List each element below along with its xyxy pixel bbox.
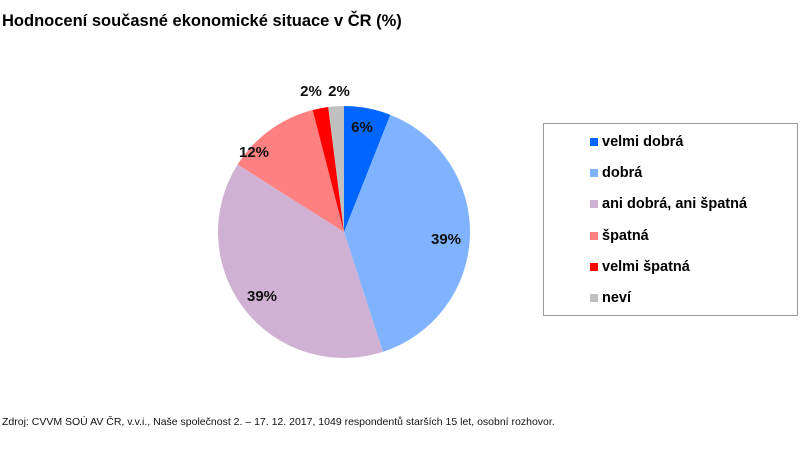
slice-value-label: 39% [431, 231, 461, 248]
legend-item-ani-dobra-ani-spatna: ani dobrá, ani špatná [590, 196, 747, 212]
legend-item-velmi-dobra: velmi dobrá [590, 134, 683, 150]
legend-item-spatna: špatná [590, 228, 649, 244]
legend-label: špatná [602, 228, 649, 244]
pie-slice-velmi-patn- [312, 106, 344, 232]
chart-legend: velmi dobrá dobrá ani dobrá, ani špatná … [543, 123, 798, 316]
pie-slice-ani-dobr-ani-patn- [218, 164, 383, 359]
slice-value-label: 12% [239, 144, 269, 161]
pie-slice-dobr- [344, 114, 471, 352]
slice-value-label: 6% [351, 119, 373, 136]
slice-value-label: 2% [300, 83, 322, 100]
chart-title: Hodnocení současné ekonomické situace v … [2, 12, 402, 30]
legend-label: velmi dobrá [602, 134, 684, 150]
legend-swatch [590, 200, 598, 208]
legend-label: neví [602, 290, 632, 306]
source-note: Zdroj: CVVM SOÚ AV ČR, v.v.i., Naše spol… [2, 416, 555, 428]
legend-item-dobra: dobrá [590, 165, 642, 181]
pie-slice--patn- [237, 109, 344, 232]
legend-swatch [590, 294, 598, 302]
legend-label: velmi špatná [602, 259, 690, 275]
legend-label: ani dobrá, ani špatná [602, 196, 748, 212]
legend-swatch [590, 138, 598, 146]
pie-slice-velmi-dobr- [344, 106, 391, 232]
legend-swatch [590, 169, 598, 177]
pie-slice-nev- [328, 106, 344, 232]
legend-swatch [590, 232, 598, 240]
slice-value-label: 39% [247, 288, 277, 305]
legend-item-velmi-spatna: velmi špatná [590, 259, 690, 275]
legend-swatch [590, 263, 598, 271]
slice-value-label: 2% [328, 83, 350, 100]
legend-item-nevi: neví [590, 290, 631, 306]
legend-label: dobrá [602, 165, 643, 181]
